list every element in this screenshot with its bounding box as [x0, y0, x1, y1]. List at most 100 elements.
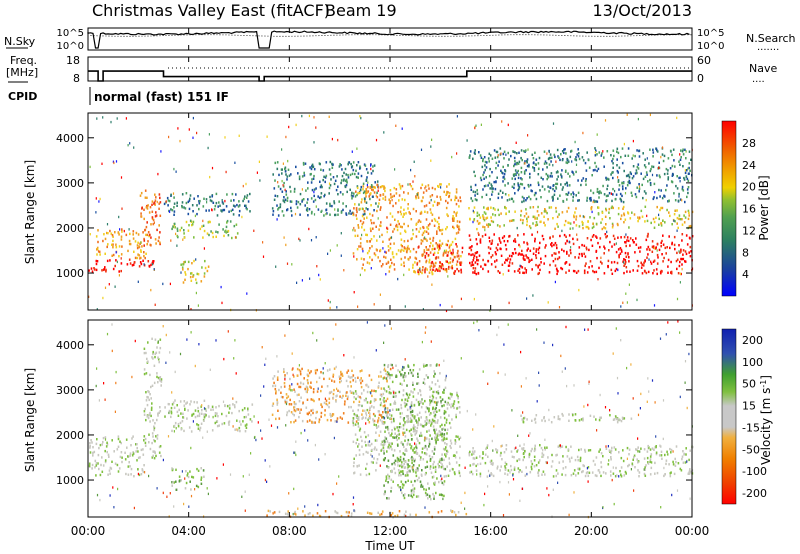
power-noise-cell — [89, 233, 91, 236]
power-cell — [555, 186, 557, 189]
velocity-cell — [241, 408, 244, 412]
velocity-cell — [653, 448, 655, 451]
power-cell — [484, 233, 487, 236]
velocity-cell — [443, 409, 446, 413]
power-cell — [517, 234, 519, 237]
power-cell — [627, 181, 630, 184]
power-cell — [284, 198, 287, 201]
power-cell — [451, 267, 454, 270]
velocity-cell — [684, 461, 687, 464]
power-cell — [407, 258, 410, 261]
velocity-cell — [354, 413, 357, 417]
velocity-cell — [147, 360, 149, 363]
power-cell — [425, 246, 427, 249]
power-cell — [143, 244, 145, 247]
velocity-cell — [619, 418, 621, 422]
velocity-cell — [244, 430, 247, 433]
power-cell — [311, 163, 314, 166]
power-cell — [403, 264, 405, 268]
power-cell — [568, 221, 570, 225]
velocity-cell — [436, 477, 438, 480]
velocity-cell — [143, 372, 146, 376]
power-cell — [523, 199, 525, 203]
velocity-cell — [354, 423, 357, 426]
power-cell — [118, 233, 120, 236]
velocity-cell — [420, 416, 422, 419]
power-cell — [342, 193, 344, 196]
velocity-cell — [386, 465, 388, 468]
velocity-cell — [436, 434, 439, 437]
velocity-cell — [521, 447, 523, 450]
velocity-cell — [404, 480, 407, 484]
velocity-cell — [416, 430, 418, 433]
power-cell — [532, 247, 535, 250]
velocity-cell — [358, 448, 361, 452]
power-cell — [523, 197, 525, 200]
velocity-cell — [381, 422, 384, 425]
power-cell — [352, 168, 355, 172]
power-cell — [656, 253, 659, 257]
velocity-cell — [235, 400, 238, 404]
velocity-cell — [405, 415, 408, 418]
velocity-cell — [89, 444, 91, 448]
velocity-cell — [238, 426, 241, 430]
velocity-cell — [152, 450, 154, 453]
velocity-cell — [347, 421, 350, 424]
velocity-cell — [407, 396, 410, 399]
velocity-cell — [148, 433, 150, 436]
velocity-cell — [149, 447, 152, 451]
velocity-cell — [408, 465, 411, 468]
power-cell — [582, 222, 584, 225]
velocity-cell — [99, 443, 102, 447]
velocity-cell — [689, 449, 691, 452]
velocity-cell — [517, 449, 519, 452]
velocity-cell — [413, 487, 416, 490]
velocity-cell — [520, 414, 522, 417]
velocity-cell — [649, 473, 652, 476]
velocity-cell — [154, 355, 156, 359]
power-cell — [454, 195, 457, 198]
power-cell — [528, 260, 530, 264]
power-cell — [569, 155, 572, 159]
power-cell — [299, 213, 301, 216]
velocity-cell — [447, 396, 450, 400]
velocity-cell — [403, 462, 405, 466]
power-cell — [282, 214, 285, 217]
velocity-cell — [393, 426, 396, 429]
velocity-cell — [141, 468, 144, 471]
power-cell — [617, 248, 620, 251]
power-cell — [689, 245, 692, 249]
power-cell — [636, 186, 638, 189]
power-cell — [136, 256, 139, 260]
power-cell — [219, 204, 221, 207]
power-noise-cell — [679, 180, 681, 183]
power-cell — [137, 233, 140, 236]
velocity-cell — [544, 419, 546, 423]
velocity-cell — [129, 454, 131, 457]
power-noise-cell — [245, 182, 247, 186]
power-cell — [496, 155, 499, 159]
velocity-cell — [104, 460, 107, 464]
velocity-cell — [324, 409, 326, 412]
power-cell — [482, 173, 484, 177]
power-cell — [487, 246, 490, 249]
power-cell — [581, 179, 583, 182]
velocity-cell — [398, 485, 400, 489]
power-cell — [342, 179, 345, 182]
power-noise-cell — [515, 172, 517, 175]
power-cell — [683, 178, 686, 181]
velocity-cell — [155, 454, 157, 458]
power-noise-cell — [288, 125, 290, 129]
power-cell — [489, 167, 491, 171]
power-cell — [501, 263, 504, 266]
power-cell — [429, 265, 432, 268]
velocity-cell — [455, 415, 457, 419]
velocity-cell — [271, 413, 274, 416]
power-cell — [134, 240, 137, 243]
power-cell — [650, 167, 652, 171]
power-colorbar — [721, 120, 737, 297]
power-cell — [576, 238, 579, 241]
power-cell — [631, 157, 633, 160]
power-cell — [151, 210, 154, 213]
velocity-cell — [276, 400, 279, 404]
